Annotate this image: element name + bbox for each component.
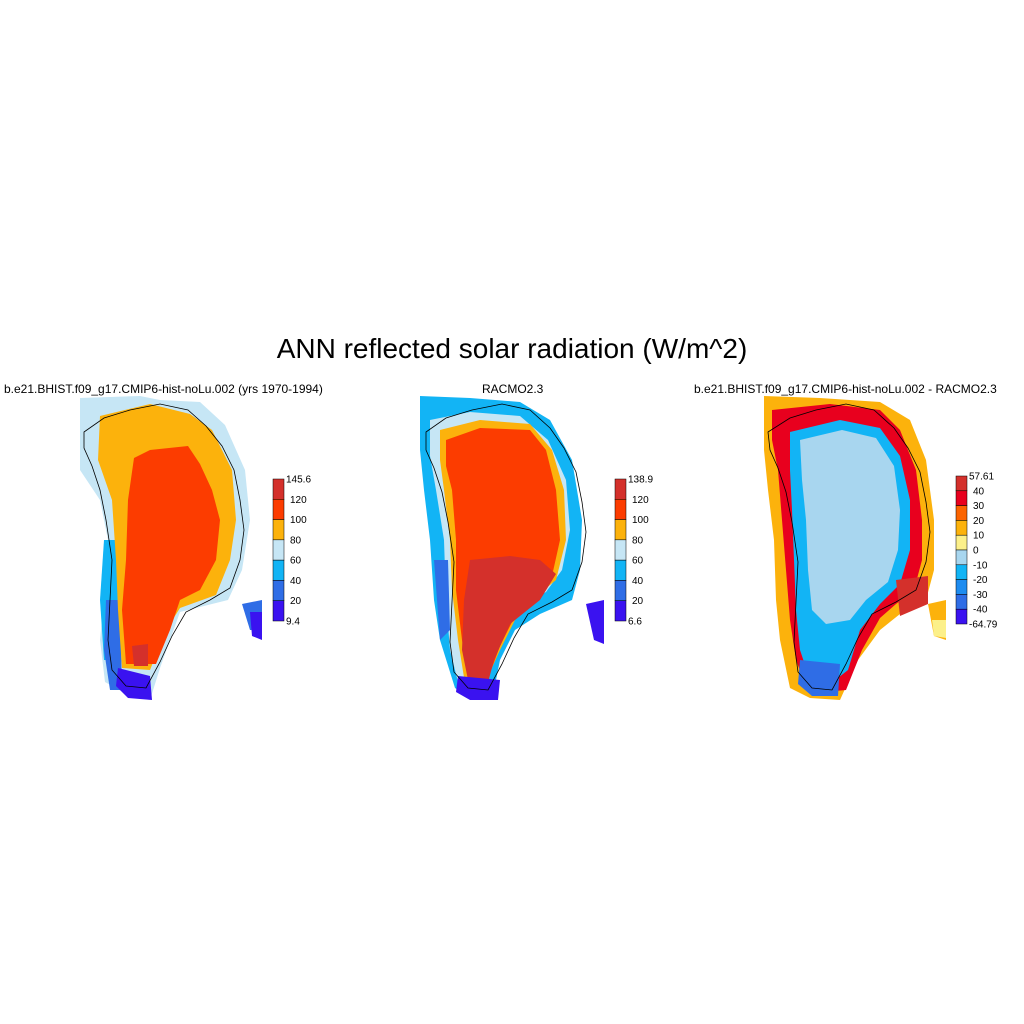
colorbar-label: 20 (632, 596, 644, 607)
map2-west-blue (434, 560, 450, 640)
colorbar-label: -10 (973, 560, 988, 571)
colorbar-label: 120 (632, 495, 649, 506)
map-panel-2 (420, 396, 604, 700)
map1-south-purple (116, 668, 152, 700)
colorbar-label: 10 (973, 531, 985, 542)
colorbar-label: 60 (290, 556, 302, 567)
map3-east-red (896, 576, 928, 616)
colorbar-panel-1: 145.6 120 100 80 60 40 20 9.4 (272, 475, 311, 628)
colorbar-swatch (614, 559, 627, 581)
map3-south-darkblue (798, 660, 840, 696)
colorbar-swatch (272, 499, 285, 520)
colorbar-label: 100 (632, 515, 649, 526)
map3-lightblue-interior (800, 430, 900, 624)
map1-darkred-south (132, 644, 148, 666)
colorbar-label: -40 (973, 605, 988, 616)
colorbar-swatch (272, 600, 285, 622)
colorbar-swatch (955, 520, 968, 536)
colorbar-swatch (614, 539, 627, 561)
colorbar-swatch (272, 539, 285, 561)
colorbar-label: 6.6 (628, 617, 642, 628)
map2-island-east (586, 600, 604, 644)
colorbar-swatch (955, 594, 968, 610)
map2-darkred-south (462, 556, 556, 690)
colorbar-swatch (614, 580, 627, 601)
colorbar-swatch (955, 475, 968, 492)
colorbar-label: 138.9 (628, 475, 653, 486)
colorbar-swatch (614, 499, 627, 520)
colorbar-swatch (955, 534, 968, 551)
colorbar-label: 20 (290, 596, 302, 607)
colorbar-label: 20 (973, 516, 985, 527)
panel-3-title: b.e21.BHIST.f09_g17.CMIP6-hist-noLu.002 … (694, 382, 997, 396)
colorbar-swatch (272, 519, 285, 541)
colorbar-swatch (955, 490, 968, 506)
map-panel-3 (764, 396, 946, 700)
colorbar-swatch (955, 608, 968, 625)
colorbar-swatch (955, 579, 968, 595)
map3-island-yellow (932, 620, 946, 638)
colorbar-label: 60 (632, 556, 644, 567)
colorbar-label: 0 (973, 546, 979, 557)
colorbar-label: 9.4 (286, 617, 300, 628)
colorbar-label: -20 (973, 575, 988, 586)
colorbar-label: 40 (632, 576, 644, 587)
colorbar-label: 30 (973, 501, 985, 512)
colorbar-swatch (955, 564, 968, 580)
colorbar-swatch (614, 478, 627, 500)
colorbar-label: 120 (290, 495, 307, 506)
panel-1-title: b.e21.BHIST.f09_g17.CMIP6-hist-noLu.002 … (4, 382, 323, 396)
map3-coastline (767, 403, 931, 691)
colorbar-swatch (614, 519, 627, 541)
colorbar-swatch (614, 600, 627, 622)
panel-2-title: RACMO2.3 (482, 382, 544, 396)
colorbar-label: 40 (973, 486, 985, 497)
figure-title: ANN reflected solar radiation (W/m^2) (276, 333, 748, 364)
colorbar-label: 80 (290, 535, 302, 546)
colorbar-swatch (955, 549, 968, 566)
colorbar-label: 145.6 (286, 475, 311, 486)
map1-red-interior (122, 446, 220, 664)
map-panel-1 (80, 396, 262, 700)
colorbar-label: 80 (632, 535, 644, 546)
map1-island-east-purple (250, 612, 262, 640)
colorbar-swatch (272, 478, 285, 500)
map2-coastline (425, 403, 587, 691)
colorbar-label: 100 (290, 515, 307, 526)
map2-south-purple (456, 676, 500, 700)
colorbar-label: -30 (973, 590, 988, 601)
colorbar-swatch (272, 559, 285, 581)
colorbar-label: -64.79 (969, 620, 998, 631)
colorbar-label: 40 (290, 576, 302, 587)
colorbar-swatch (272, 580, 285, 601)
colorbar-label: 57.61 (969, 472, 994, 483)
colorbar-swatch (955, 505, 968, 521)
colorbar-panel-3: 57.61 40 30 20 10 0 -10 -20 -30 -40 -64.79 (955, 472, 998, 631)
colorbar-panel-2: 138.9 120 100 80 60 40 20 6.6 (614, 475, 653, 628)
map1-coastline (83, 403, 245, 689)
